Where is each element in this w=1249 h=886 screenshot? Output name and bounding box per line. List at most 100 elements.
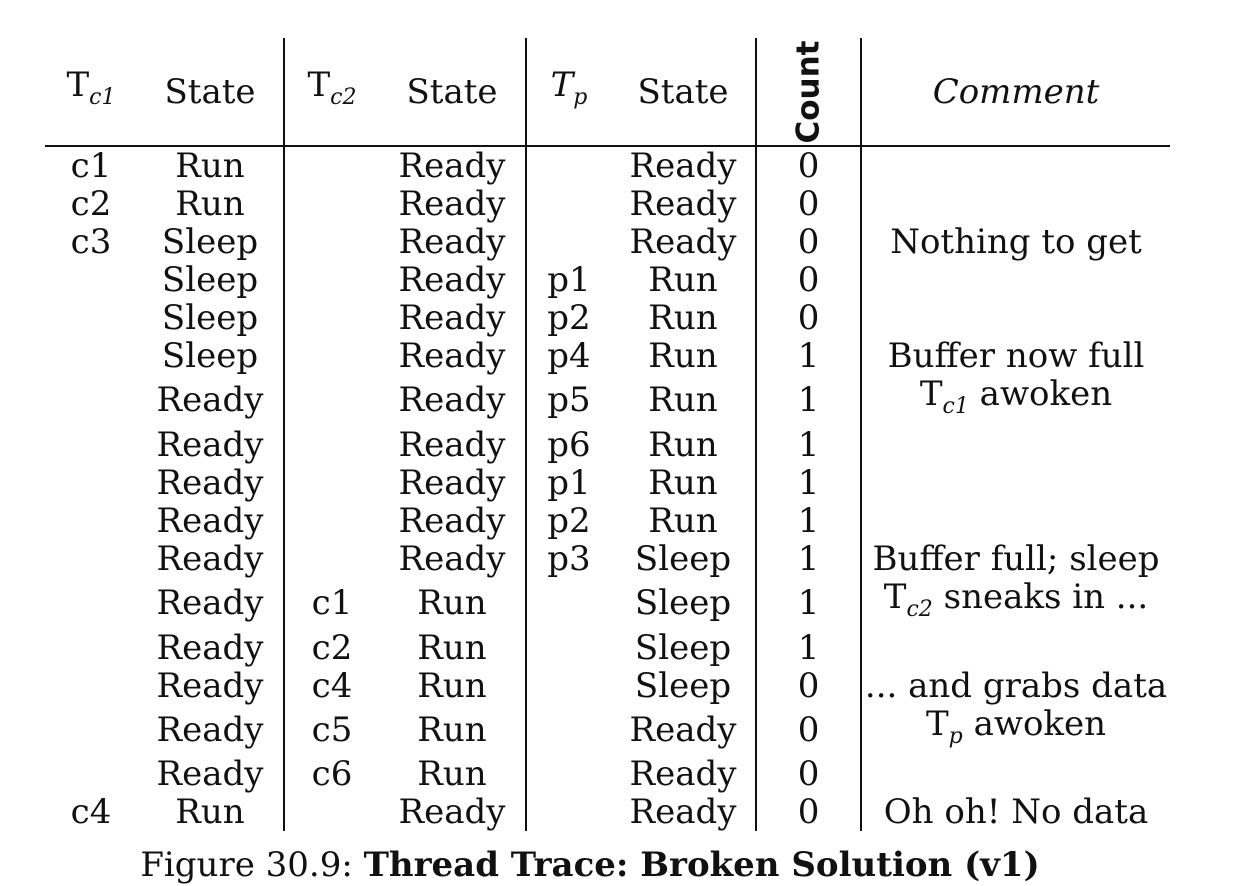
cell-comment [861,755,1170,793]
cell-comment: Buffer full; sleep [872,538,1160,579]
cell-tc2-state: Ready [379,375,527,426]
cell-tp-state: Run [611,261,757,299]
cell-tc1-state: Ready [137,577,285,629]
header-row: Tc1 State Tc2 State Tp State Count Comme… [45,38,1171,147]
cell-tc2-state: Run [379,628,527,667]
cell-tc1-state: Sleep [137,261,285,299]
cell-tc2-state: Run [379,577,527,629]
cell-tp-state: Run [611,425,757,464]
table-row: Sleep Ready p1 Run 0 [45,261,1170,299]
cell-tc2-line [284,299,379,337]
cell-tc2-line: c5 [311,709,353,750]
cell-tp-state: Run [611,501,757,540]
cell-tc1-state: Ready [137,463,285,502]
cell-count: 1 [756,375,863,426]
cell-tc1-state: Ready [137,628,285,667]
cell-count: 0 [756,146,863,185]
cell-tp-state: Run [611,299,757,337]
cell-tc2-line [284,261,379,299]
cell-tp-state: Sleep [611,539,757,578]
cell-tc2-state: Ready [379,539,527,578]
cell-tc1-line: c1 [70,146,112,186]
cell-tc2-state: Ready [379,299,527,337]
cell-count: 0 [756,223,863,261]
cell-tc1-line: c2 [70,184,112,224]
cell-tp-state: Ready [611,704,757,756]
cell-tp-line: p4 [547,336,591,376]
cell-tp-state: Run [611,337,757,375]
cell-count: 1 [756,425,863,464]
cell-tp-state: Run [611,463,757,502]
header-tp: Tp [526,38,611,147]
cell-tc1-state: Run [137,146,285,185]
trace-table-body: c1 Run Ready Ready 0 c2 Run Ready Ready 0 c3 Sleep R… [45,146,1170,833]
table-row: Sleep Ready p2 Run 0 [45,299,1170,337]
cell-count: 1 [756,501,863,540]
cell-tc1-line [45,261,137,299]
cell-comment [861,426,1170,464]
cell-tc2-line [284,502,379,540]
cell-comment [861,464,1170,502]
cell-tp-line [526,578,611,629]
table-row: Ready Ready p5 Run 1 Tc1 awoken [45,375,1170,426]
table-row: Ready c2 Run Sleep 1 [45,627,1170,668]
cell-tp-line: p2 [547,500,591,541]
cell-tc1-state: Ready [137,539,285,578]
cell-tc1-line: c4 [70,792,112,833]
cell-tp-line: p5 [547,380,591,421]
cell-tc1-state: Ready [137,501,285,540]
cell-tc2-state: Ready [379,223,527,261]
cell-tp-line: p1 [547,462,591,503]
cell-comment [861,146,1170,185]
header-state-tc1: State [137,38,285,147]
cell-count: 0 [756,185,863,223]
table-row: Ready c6 Run Ready 0 [45,754,1170,795]
header-state-tc2: State [379,38,527,147]
cell-comment: Oh oh! No data [883,792,1149,833]
cell-comment [861,185,1170,223]
cell-tc1-state: Ready [137,375,285,426]
cell-tc2-line [284,426,379,464]
header-tc1: Tc1 [45,38,137,147]
cell-count: 1 [756,628,863,667]
cell-tc2-state: Run [379,704,527,756]
table-row: Ready Ready p6 Run 1 [45,425,1170,464]
table-row: Ready Ready p2 Run 1 [45,500,1170,541]
cell-tc2-state: Ready [379,261,527,299]
table-row: Ready Ready p1 Run 1 [45,462,1170,503]
cell-tp-line [526,755,611,793]
table-row: Ready Ready p3 Sleep 1 Buffer full; sleep [45,538,1170,579]
cell-comment: Tc1 awoken [919,374,1113,419]
cell-comment: ... and grabs data [864,665,1168,706]
cell-tc2-line [284,464,379,502]
cell-tp-line [526,705,611,756]
figure-caption: Figure 30.9: Thread Trace: Broken Soluti… [0,845,1180,885]
header-count: Count [756,38,863,147]
cell-tp-line [526,667,611,705]
cell-tc2-line: c2 [311,627,353,668]
cell-count: 1 [756,337,863,375]
caption-title: Thread Trace: Broken Solution (v1) [363,845,1040,885]
cell-tc2-line: c6 [311,754,353,795]
cell-tc1-line [45,426,137,464]
cell-count: 0 [756,666,863,705]
cell-tc2-state: Run [379,666,527,705]
cell-tp-state: Ready [611,755,757,794]
cell-comment: Nothing to get [890,222,1142,262]
cell-tc1-line [45,540,137,578]
thread-trace-table: Tc1 State Tc2 State Tp State Count Comme… [45,38,1171,833]
cell-tc2-state: Ready [379,501,527,540]
cell-tc2-line [284,793,379,831]
cell-count: 0 [756,755,863,794]
cell-tc1-state: Ready [137,425,285,464]
cell-tc2-state: Ready [379,146,527,185]
cell-tc1-line [45,755,137,793]
table-row: c2 Run Ready Ready 0 [45,185,1170,223]
cell-tp-line [526,185,611,223]
cell-tp-line [526,223,611,261]
cell-tc1-state: Sleep [137,299,285,337]
cell-comment [861,629,1170,667]
cell-count: 1 [756,539,863,578]
cell-tc2-state: Ready [379,463,527,502]
cell-count: 0 [756,261,863,299]
